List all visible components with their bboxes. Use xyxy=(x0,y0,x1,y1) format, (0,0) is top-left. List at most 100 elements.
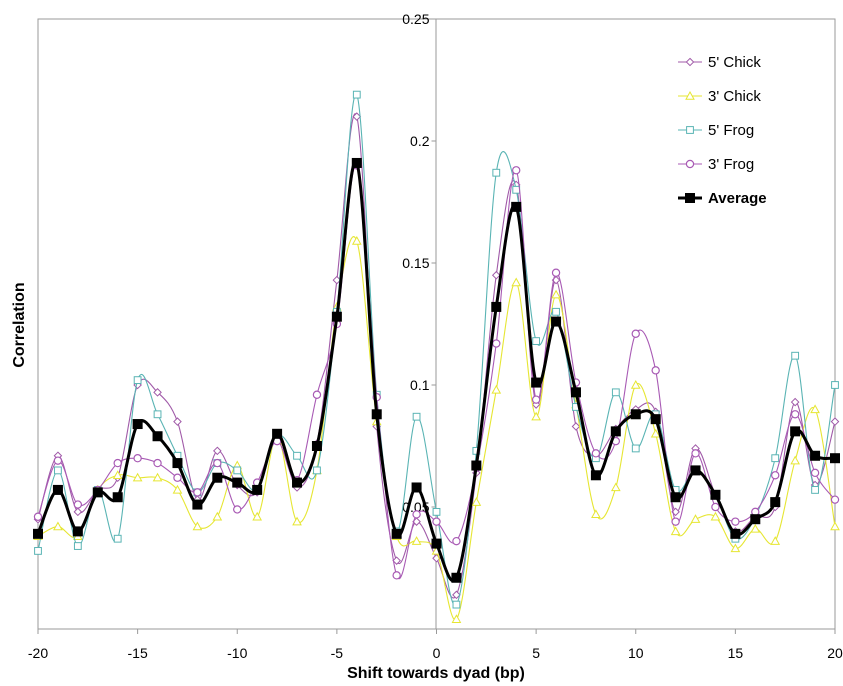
data-point xyxy=(710,511,721,521)
data-point xyxy=(711,502,720,512)
x-tick-label: -15 xyxy=(128,645,148,661)
data-point xyxy=(132,419,143,430)
y-tick-label: 0.1 xyxy=(410,377,430,393)
data-point xyxy=(153,388,162,397)
data-point xyxy=(33,528,43,539)
data-point xyxy=(830,521,840,531)
x-tick-label: 20 xyxy=(827,645,843,661)
legend-label: 5' Chick xyxy=(708,54,761,71)
data-point xyxy=(232,477,243,488)
legend-item: 5' Frog xyxy=(678,122,754,139)
data-point xyxy=(492,339,501,348)
data-point xyxy=(492,168,501,177)
data-point xyxy=(511,277,522,287)
data-point xyxy=(311,441,322,451)
x-tick-label: 10 xyxy=(628,645,644,661)
data-point xyxy=(651,366,660,375)
series-layer xyxy=(33,90,840,623)
data-point xyxy=(212,511,223,521)
x-tick-label: -10 xyxy=(227,645,247,661)
data-point xyxy=(153,458,162,468)
data-point xyxy=(512,166,521,175)
data-point xyxy=(33,512,43,521)
data-point xyxy=(73,507,83,517)
data-point xyxy=(552,307,560,316)
data-point xyxy=(153,410,162,419)
data-point xyxy=(810,468,820,478)
data-point xyxy=(591,509,601,519)
data-point xyxy=(152,472,163,482)
data-point xyxy=(172,484,183,494)
data-point xyxy=(292,477,303,488)
legend-marker xyxy=(685,57,695,67)
data-point xyxy=(811,486,819,494)
data-point xyxy=(691,449,700,458)
data-point xyxy=(252,484,263,495)
legend-label: 5' Frog xyxy=(708,122,754,139)
data-point xyxy=(451,614,462,623)
data-point xyxy=(351,236,362,245)
data-point xyxy=(112,470,123,479)
data-point xyxy=(73,542,82,550)
x-axis-title: Shift towards dyad (bp) xyxy=(347,665,525,682)
data-point xyxy=(611,388,620,397)
data-point xyxy=(272,428,283,439)
data-point xyxy=(810,404,820,414)
plot-area xyxy=(37,18,836,630)
data-point xyxy=(630,379,641,389)
series-average xyxy=(33,157,840,583)
y-tick-label: 0.25 xyxy=(402,11,429,27)
data-point xyxy=(152,431,163,442)
data-point xyxy=(650,428,661,438)
legend-item: 5' Chick xyxy=(678,54,761,71)
data-point xyxy=(451,572,462,583)
data-point xyxy=(551,289,561,299)
data-point xyxy=(411,482,422,493)
x-axis-ticks: -20 -15 -10 -5 0 5 10 15 20 xyxy=(28,629,843,661)
data-point xyxy=(491,384,502,394)
data-point xyxy=(531,411,541,421)
data-point xyxy=(551,316,562,327)
legend-label: 3' Chick xyxy=(708,88,761,105)
data-point xyxy=(491,270,501,280)
legend-label: Average xyxy=(708,190,767,207)
data-point xyxy=(730,528,741,539)
data-point xyxy=(790,410,800,419)
data-point xyxy=(54,466,62,475)
data-point xyxy=(731,517,740,526)
data-point xyxy=(830,417,840,426)
data-point xyxy=(670,492,681,503)
data-point xyxy=(532,337,541,345)
legend-marker xyxy=(686,126,694,134)
data-point xyxy=(831,381,839,389)
data-point xyxy=(313,466,321,475)
legend-item: 3' Frog xyxy=(678,156,754,173)
data-point xyxy=(391,528,402,539)
data-point xyxy=(790,426,801,437)
y-axis-title: Correlation xyxy=(11,282,28,367)
x-tick-label: -5 xyxy=(331,645,344,661)
data-point xyxy=(412,412,421,421)
data-point xyxy=(351,157,362,168)
data-point xyxy=(212,472,223,483)
data-point xyxy=(112,492,123,503)
data-point xyxy=(233,505,242,514)
data-point xyxy=(631,329,640,338)
data-point xyxy=(233,466,242,475)
data-point xyxy=(213,446,222,456)
data-point xyxy=(73,500,83,509)
y-tick-label: 0.2 xyxy=(410,133,430,149)
data-point xyxy=(252,511,263,521)
data-point xyxy=(690,465,701,476)
legend-marker xyxy=(685,159,695,169)
data-point xyxy=(511,201,522,212)
data-point xyxy=(213,458,222,468)
data-point xyxy=(173,417,182,426)
data-point xyxy=(72,526,83,537)
data-point xyxy=(770,497,781,508)
legend-marker xyxy=(685,90,695,100)
x-tick-label: 0 xyxy=(433,645,441,661)
data-point xyxy=(352,112,362,121)
data-point xyxy=(690,514,701,523)
